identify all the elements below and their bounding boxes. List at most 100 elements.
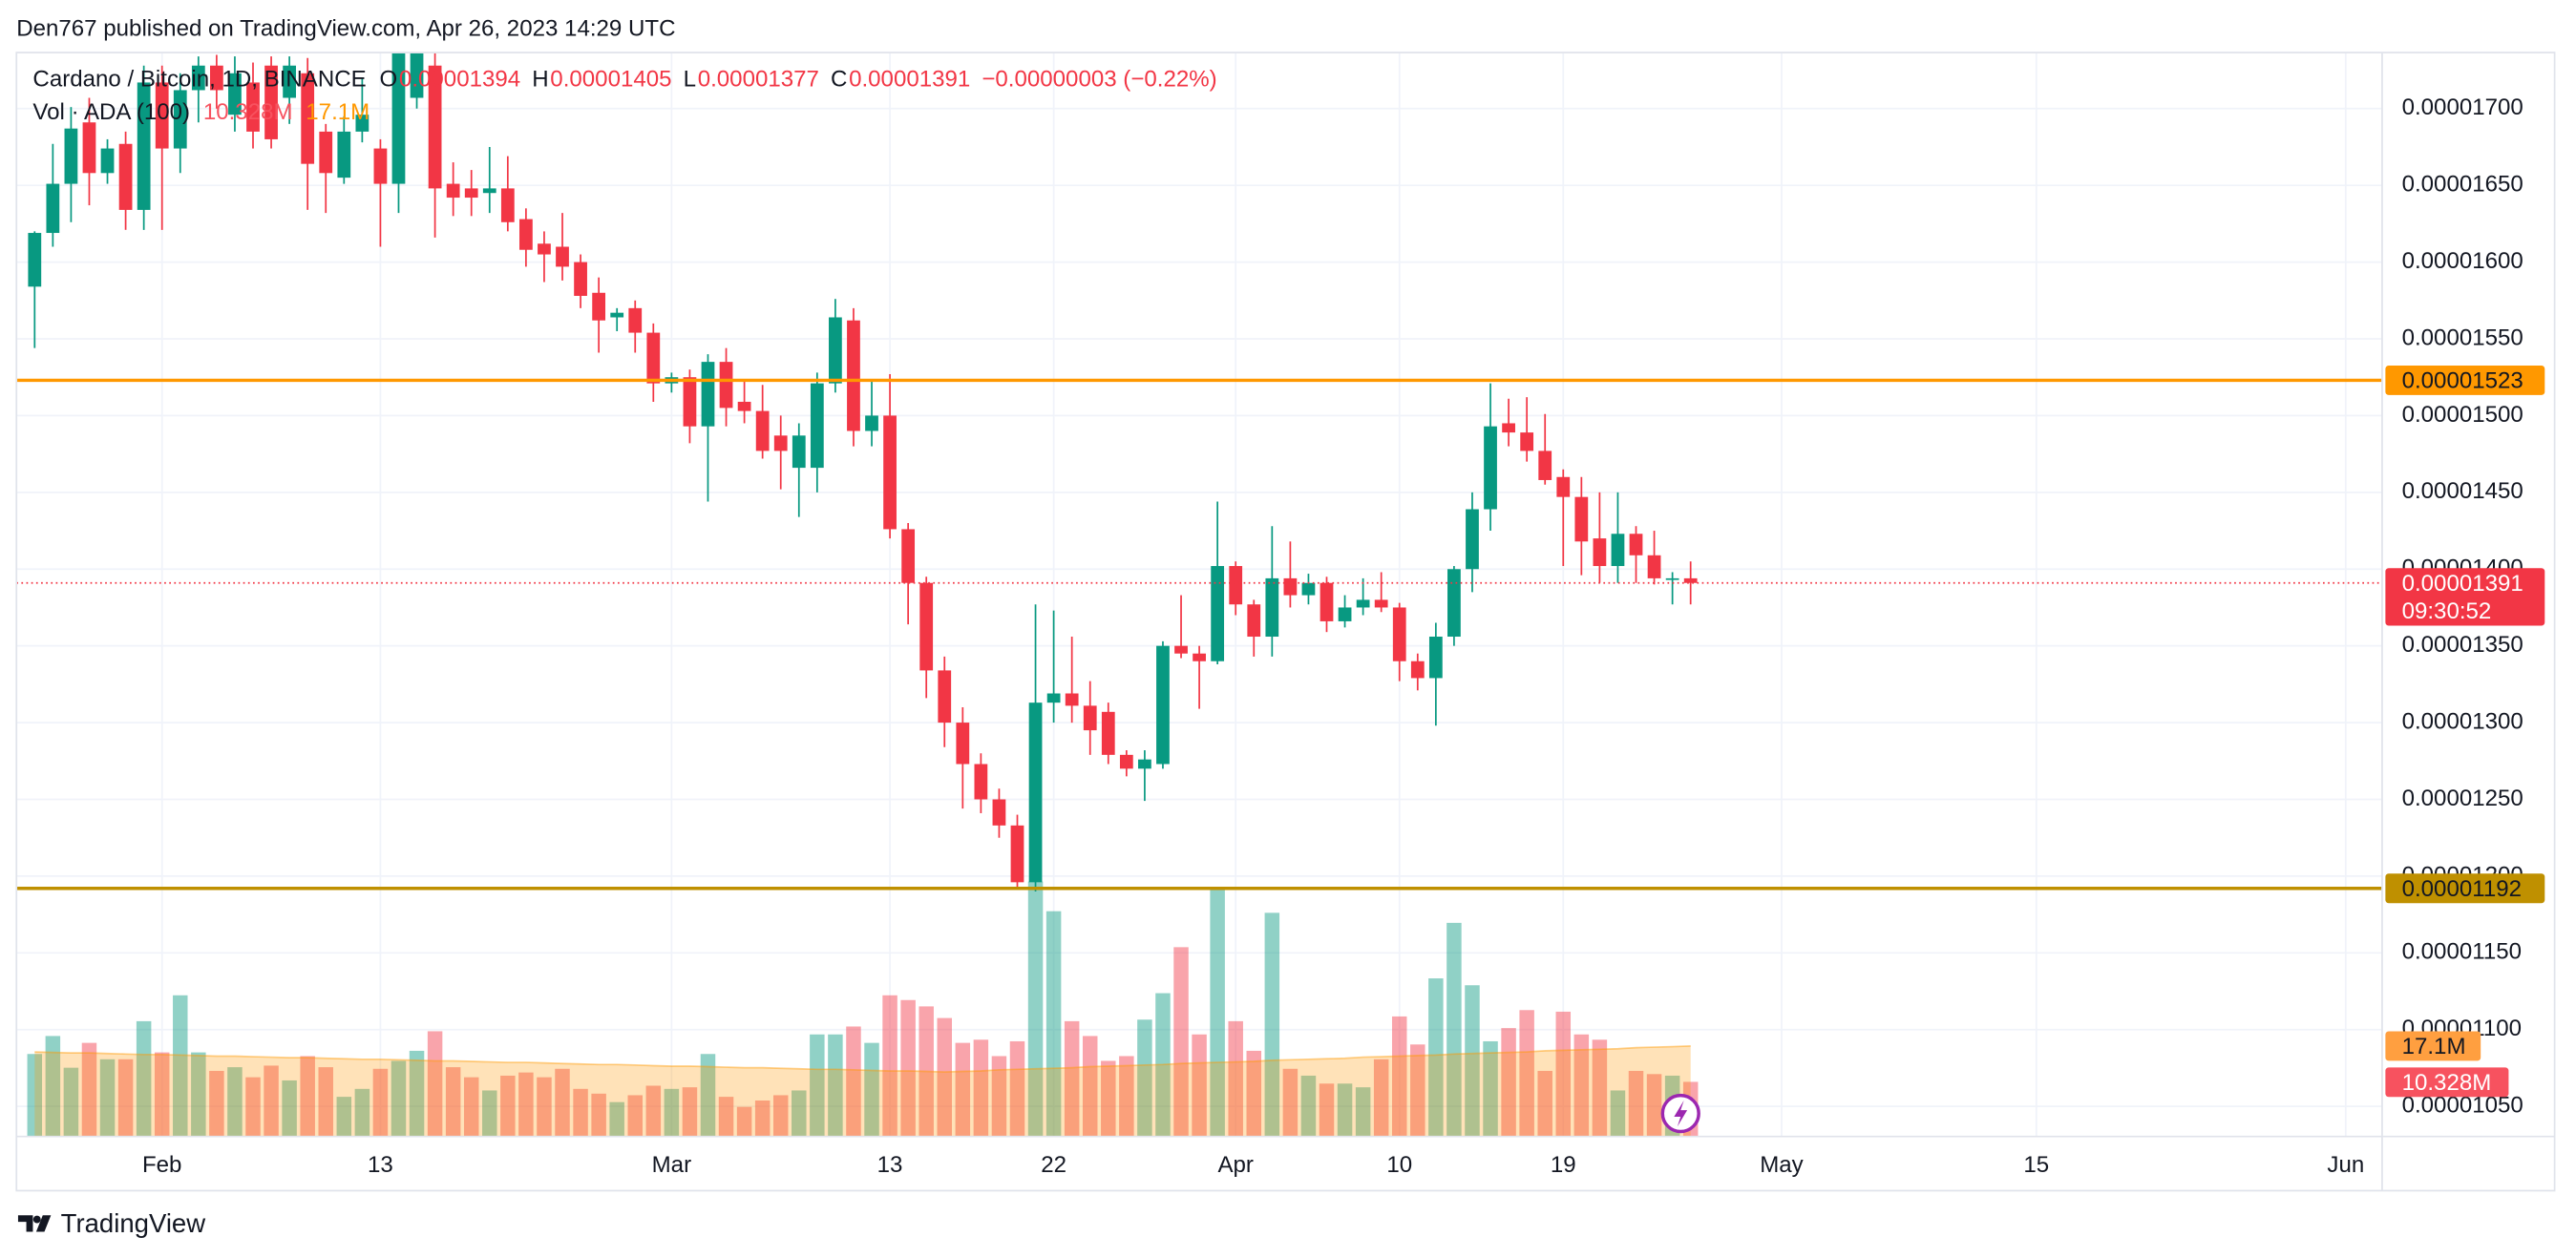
volume-bar [1246,1050,1262,1137]
legend-volume-title: Vol · ADA (100) [32,99,190,125]
candle-body [1229,566,1243,605]
price-tag [2385,568,2545,626]
candle-body [646,332,661,384]
volume-bar [846,1026,861,1137]
volume-bar [991,1056,1007,1137]
x-tick-label: Apr [1217,1152,1253,1178]
legend-volume: 10.328M [203,99,293,125]
volume-bar [409,1050,425,1137]
x-tick-label: Jun [2327,1152,2364,1178]
volume-bar [463,1077,479,1137]
candle-body [28,233,42,287]
candle-body [355,115,370,132]
volume-bar [900,999,916,1137]
volume-tag [2385,1067,2509,1098]
volume-bar [682,1087,698,1137]
volume-bar [518,1072,534,1137]
candle-body [1410,660,1425,679]
y-tick-label: 0.00001650 [2402,172,2523,198]
candle-body [1647,555,1661,578]
volume-bar [282,1080,297,1137]
volume-tag-label: 10.328M [2402,1070,2492,1096]
candle-body [1392,607,1406,661]
volume-bar [591,1093,606,1137]
footer-logo[interactable]: TradingView [17,1208,206,1238]
volume-bar [1137,1019,1152,1137]
candle-body [191,65,205,91]
volume-bar [1210,889,1225,1137]
labels: 0.000010500.000011000.000011500.00001200… [32,67,2545,1178]
candle-body [755,410,770,451]
volume-bar [1573,1034,1590,1137]
volume-bar [918,1006,934,1137]
footer-text[interactable]: TradingView [61,1208,206,1238]
candle-body [301,73,315,164]
candle-body [1028,702,1043,883]
candle-body [1301,582,1316,596]
volume-bar [300,1056,315,1137]
candle-body [210,65,223,91]
candle-body [464,188,478,199]
candle-body [482,188,496,194]
volume-bar [1483,1040,1498,1137]
volume-bar [1264,912,1280,1137]
volume-bar [445,1067,461,1137]
candle-body [1428,637,1443,679]
candle-body [1156,645,1170,765]
volume-bar [627,1095,643,1137]
volume-bar [772,1095,789,1137]
candle-body [1466,509,1479,570]
countdown-label: 09:30:52 [2402,598,2492,624]
candle-body [556,246,569,267]
volume-bar [1300,1075,1317,1137]
legend-value: 0.00001391 [849,67,970,93]
volume-bar [609,1101,624,1137]
candle-body [792,435,806,469]
volume-bar [955,1042,971,1137]
volume-bar [1082,1036,1098,1137]
x-tick-label: 15 [2023,1152,2049,1178]
candle-body [410,52,424,98]
candle-body [1502,423,1515,433]
legend-volume-ma: 17.1M [306,99,370,125]
candle-body [938,670,952,723]
volume-bar [1501,1028,1516,1137]
volume-bar [810,1034,825,1137]
volume-bar [227,1067,243,1137]
volume-bar [1610,1090,1626,1137]
volume-bar [318,1067,333,1137]
candle-body [446,183,460,199]
price-tag-label: 0.00001391 [2402,571,2523,597]
candle-body [1320,582,1334,621]
level-tag [2385,365,2545,395]
candle-body [283,65,297,98]
candle-body [919,582,934,671]
x-tick-label: 10 [1386,1152,1412,1178]
volume-bar [354,1088,370,1137]
level-tag-label: 0.00001523 [2402,368,2523,394]
volume-bar [1391,1016,1407,1137]
candle-body [1265,577,1279,638]
volume-bar [864,1042,879,1137]
candle-body [683,377,697,427]
volume-bar [937,1017,952,1137]
candle-body [1538,451,1552,480]
volume-bar [1465,985,1480,1137]
volume-bar [372,1068,389,1137]
candle-body [82,122,96,174]
candle-body [610,312,624,318]
volume-bar [828,1034,843,1137]
volume-bar [1064,1020,1080,1137]
candle-body [100,148,115,174]
candle-body [810,383,824,469]
candle-body [538,243,551,255]
volume-bar [1045,911,1062,1137]
volume-ma-line [34,1045,1691,1073]
candle-body [1211,566,1225,661]
volume-ma-tag-label: 17.1M [2402,1034,2466,1059]
candle-body [1247,604,1261,638]
candle-body [1174,645,1188,654]
candle-body [228,73,242,115]
event-badge[interactable] [1660,1093,1700,1134]
